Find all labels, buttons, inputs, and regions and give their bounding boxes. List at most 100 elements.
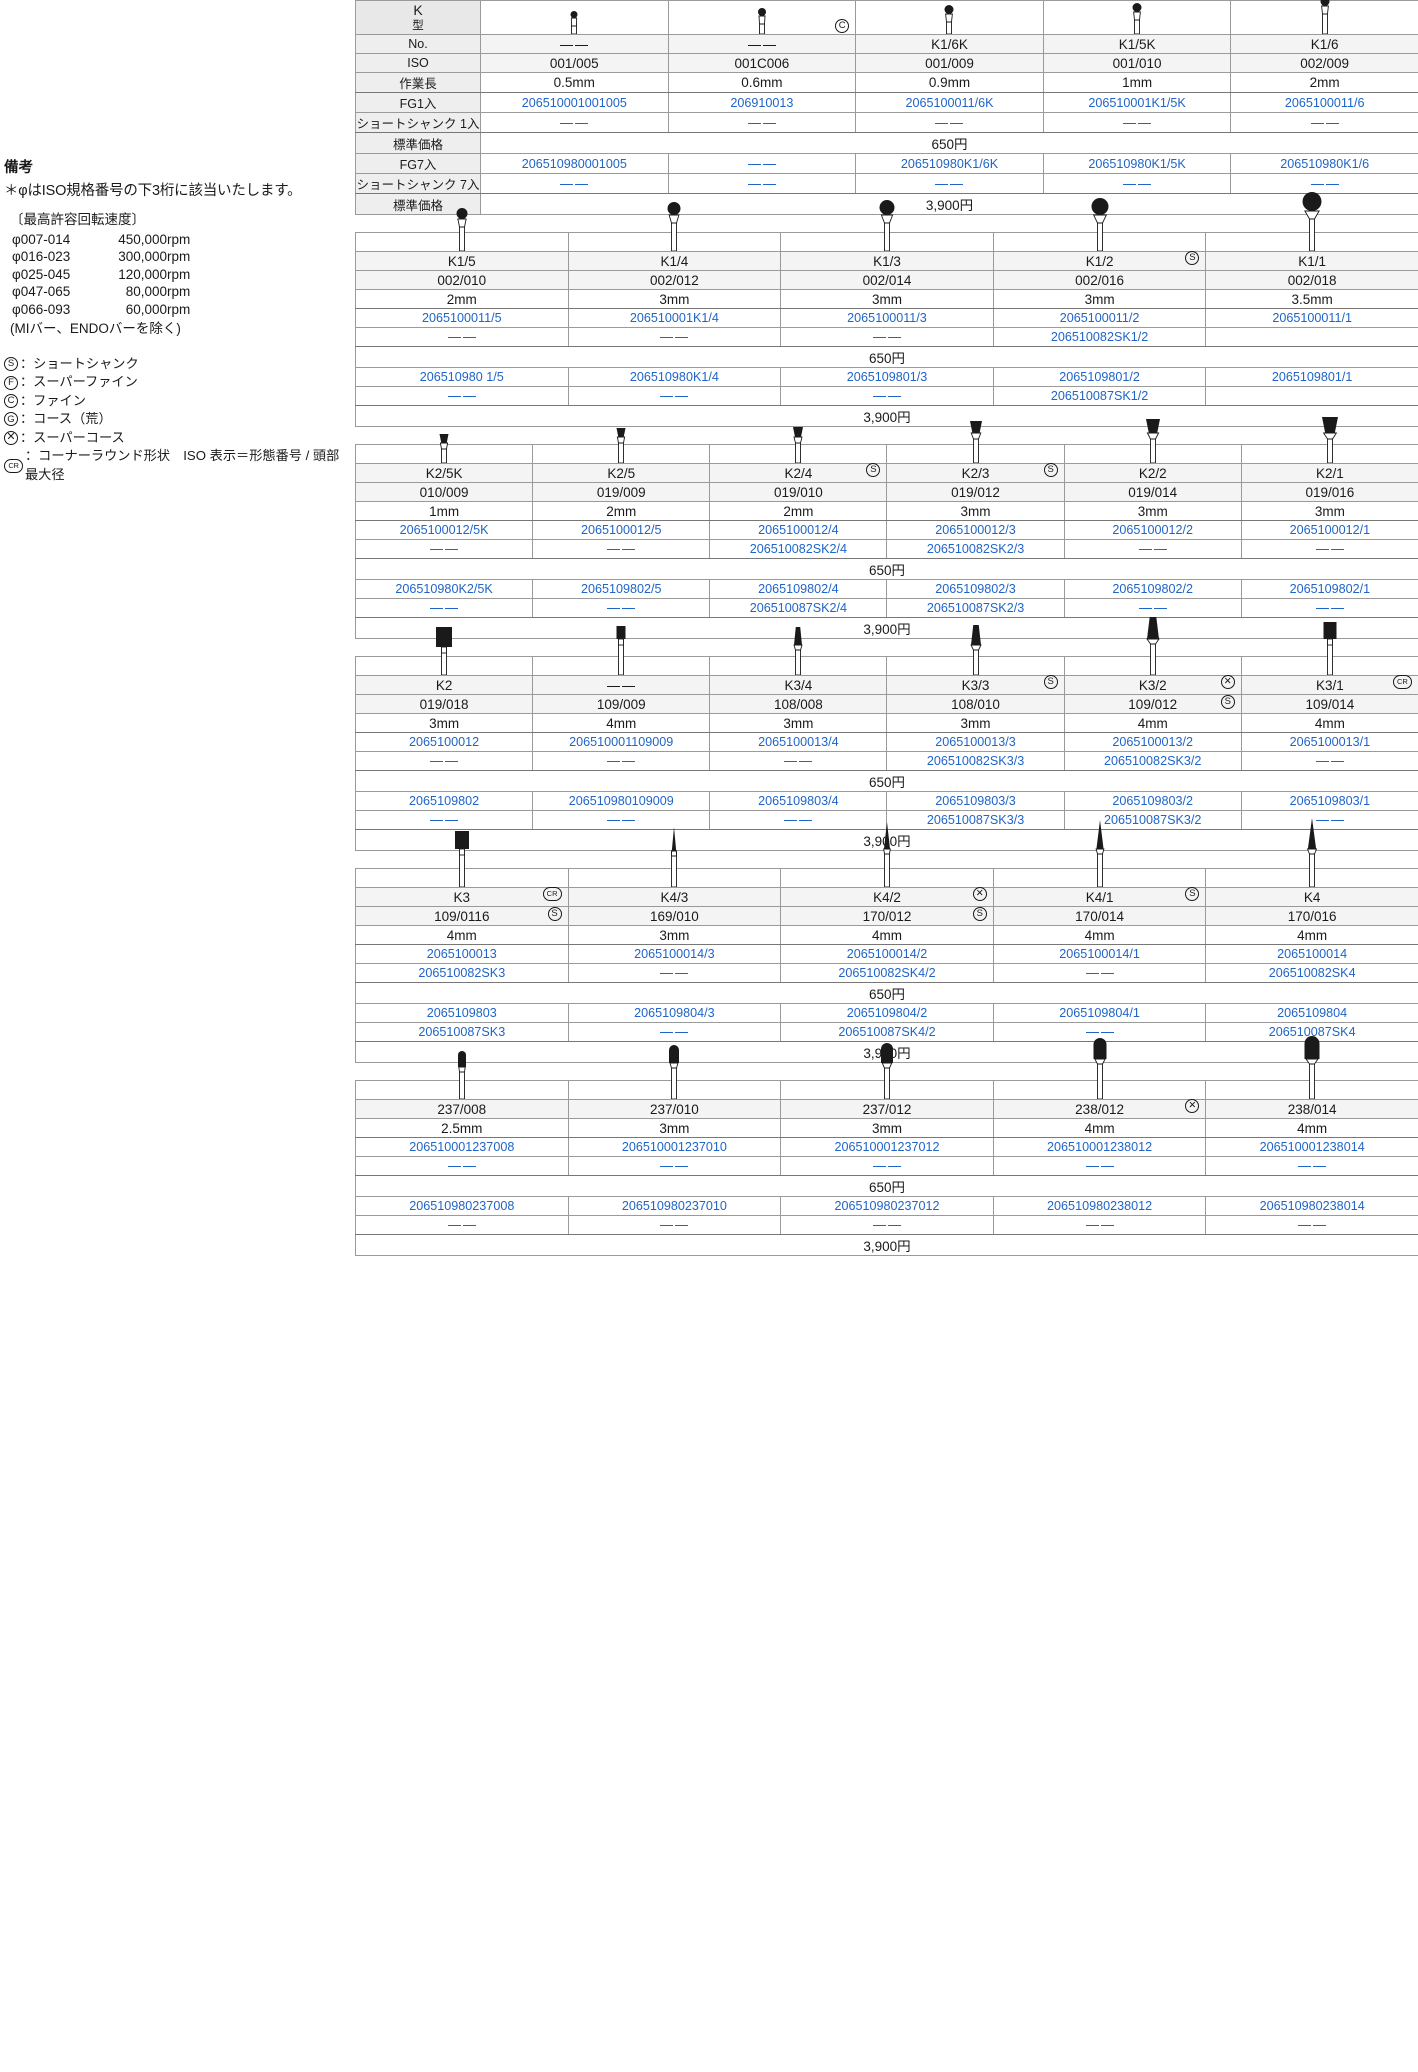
cell-fg1: 206510001K1/5K [1042, 92, 1232, 114]
row-label: 標準価格 [355, 132, 481, 155]
row-fg1: 2065100012 206510001109009 2065100013/4 206… [354, 732, 1418, 753]
bur-cell [532, 428, 711, 465]
speed-rpm: 120,000rpm [118, 266, 191, 282]
legend-row: CR ：コーナーラウンド形状 ISO 表示＝形態番号 / 頭部最大径 [4, 447, 352, 484]
row-label: ショートシャンク 1入 [355, 112, 481, 134]
bur-illustration [1132, 3, 1142, 35]
row-short7 [355, 1215, 1418, 1236]
speed-rpm: 80,000rpm [125, 284, 191, 300]
price-3900-value: 3,900円 [355, 617, 1418, 640]
cell-fg1: 206510001001005 [480, 92, 669, 114]
cell-fg1: 206510001237012 [780, 1137, 994, 1158]
speed-rpm: 60,000rpm [125, 302, 191, 317]
cell-sh1 [1042, 112, 1232, 134]
row-short1: 206510082SK3 206510082SK4/2 206510082SK4 [355, 963, 1418, 984]
cell-fg7: 206510980237012 [780, 1196, 994, 1217]
badge-s-icon: S [1043, 463, 1058, 478]
bur-illustration [671, 827, 678, 888]
bur-block: S S K2/5K K2/5 K2/4 K2/3 K2/2 K2/1 010/009 019/00… [354, 417, 1418, 640]
illustration-row: ✕ [355, 1036, 1418, 1114]
row-label: ISO [355, 53, 481, 74]
row-fg7: 206510980K2/5K 2065109802/5 2065109802/4 20… [354, 579, 1418, 600]
cell-sh1: 206510082SK2/4 [709, 539, 888, 560]
row-fg1: 2065100011/5 206510001K1/4 2065100011/3 206… [355, 308, 1418, 329]
cell-len: 3mm [567, 925, 782, 946]
bur-cell [1205, 818, 1418, 889]
cell-no: K4/2 [780, 887, 994, 908]
cell-iso: 109/012 [1063, 694, 1242, 715]
row-price-650: 標準価格 650円 [355, 132, 1418, 155]
bur-illustration [1095, 820, 1105, 888]
speed-row: φ066-093 60,000rpm [4, 301, 352, 319]
cell-iso: 002/014 [780, 270, 994, 291]
price-650-value: 650円 [355, 982, 1418, 1005]
row-iso: ISO 001/005 001C006 001/009 001/010 002/009 [355, 53, 1418, 74]
cell-fg1: 2065100013/3 [886, 732, 1065, 753]
legend-label: ：ショートシャンク [20, 355, 139, 371]
cell-fg7: 206510980K1/6K [855, 153, 1044, 175]
speed-range: φ007-014 [12, 231, 71, 247]
row-fg1: 2065100013 2065100014/3 2065100014/2 206510… [355, 944, 1418, 965]
speed-note: (MIバー、ENDOバーを除く) [10, 320, 181, 336]
cell-sh7 [480, 173, 669, 195]
badge-x-icon: ✕ [1220, 675, 1235, 690]
cell-sh1 [992, 1156, 1207, 1177]
cell-iso: 019/014 [1063, 482, 1242, 503]
cell-fg1: 206910013 [667, 92, 857, 114]
price-3900-value: 3,900円 [480, 193, 1418, 216]
bur-cell [1042, 0, 1232, 36]
bur-illustration [1145, 617, 1160, 676]
cell-fg7: 206510980237008 [355, 1196, 569, 1217]
cell-iso: 010/009 [354, 482, 534, 503]
row-price-3900: 3,900円 [355, 405, 1418, 428]
cell-fg1: 206510001237010 [567, 1137, 782, 1158]
header-letter: K [413, 2, 423, 18]
bur-illustration [757, 8, 766, 35]
speed-row: φ016-023 300,000rpm [4, 248, 352, 266]
cell-fg1: 2065100012/3 [886, 520, 1065, 541]
cell-sh7 [992, 1215, 1207, 1236]
cell-sh1 [780, 1156, 994, 1177]
cell-iso: 001/009 [855, 53, 1044, 74]
bur-illustration [969, 625, 982, 676]
row-iso: 019/018 109/009 108/008 108/010 109/012 109/0… [354, 694, 1418, 715]
row-worklen: 2mm 3mm 3mm 3mm 3.5mm [355, 289, 1418, 310]
cell-fg7: 2065109804/3 [567, 1003, 782, 1024]
cell-no: K1/5 [355, 251, 569, 272]
legend-symbol-s-icon: S [4, 357, 18, 372]
row-short7: 206510087SK2/4 206510087SK2/3 [354, 598, 1418, 619]
bur-cell: ✕ S [1063, 617, 1242, 710]
row-price-650: 650円 [355, 982, 1418, 1005]
cell-fg7: 206510980238014 [1205, 1196, 1418, 1217]
cell-fg1: 2065100011/3 [780, 308, 994, 329]
cell-len: 4mm [1205, 925, 1418, 946]
bur-cell [1205, 192, 1418, 253]
row-price-650: 650円 [355, 346, 1418, 369]
cell-no [480, 34, 669, 55]
cell-no: K2/3 [886, 463, 1065, 484]
bur-illustration [1304, 1036, 1320, 1100]
cell-len: 3mm [1240, 501, 1418, 522]
row-fg7: 2065109802 206510980109009 2065109803/4 206… [354, 791, 1418, 812]
notes-panel: 備考 ＊φはISO規格番号の下3桁に該当いたします。 〔最高許容回転速度〕 φ0… [0, 158, 352, 484]
cell-iso: 109/0116 [355, 906, 569, 927]
cell-len: 3mm [709, 713, 888, 734]
cell-sh1 [567, 963, 782, 984]
cell-len: 3mm [567, 289, 782, 310]
bur-illustration [456, 208, 468, 252]
cell-len: 4mm [1205, 1118, 1418, 1139]
legend-symbol-f-icon: F [4, 375, 18, 390]
row-fg7: FG7入 206510980001005 206510980K1/6K 2065109… [355, 153, 1418, 175]
row-iso: 010/009 019/009 019/010 019/012 019/014 019/0… [354, 482, 1418, 503]
row-short1 [355, 1156, 1418, 1177]
cell-len: 3mm [992, 289, 1207, 310]
cell-no: K2 [354, 675, 534, 696]
cell-no: K1/1 [1205, 251, 1418, 272]
cell-len: 4mm [355, 925, 569, 946]
cell-len: 4mm [1063, 713, 1242, 734]
cell-no [532, 675, 711, 696]
cell-fg1: 2065100012/5K [354, 520, 534, 541]
row-no: K3 K4/3 K4/2 K4/1 K4 [355, 887, 1418, 908]
cell-len: 0.9mm [855, 72, 1044, 94]
cell-sh7 [1205, 1215, 1418, 1236]
